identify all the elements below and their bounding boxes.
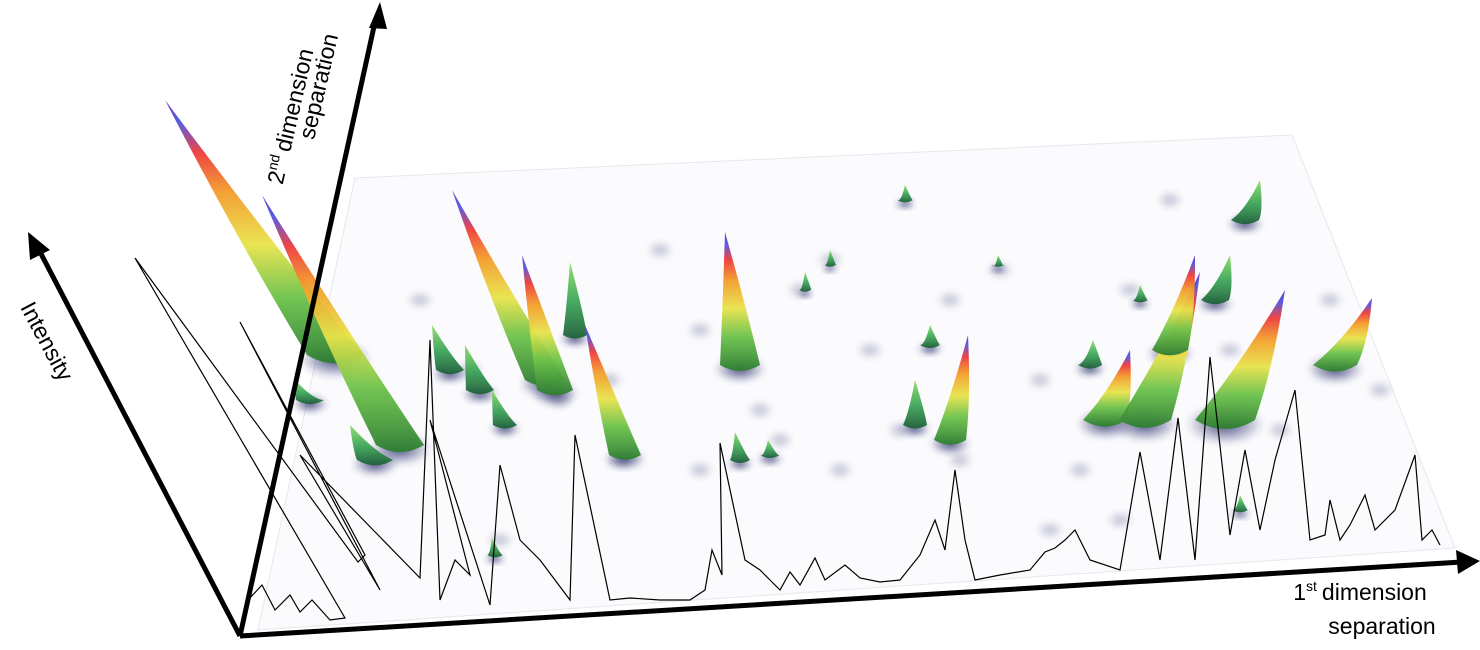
axis-label: 1st dimension — [1293, 578, 1427, 605]
peak — [1195, 290, 1285, 429]
peak — [1201, 255, 1232, 305]
peak — [799, 272, 812, 292]
peak — [492, 390, 517, 429]
spot — [486, 530, 514, 550]
peak — [1078, 340, 1102, 369]
arrowhead — [1456, 550, 1480, 574]
label-part: st — [1306, 578, 1317, 594]
peak — [1232, 495, 1248, 513]
label-part: 2 — [262, 168, 290, 186]
axes — [28, 2, 1480, 639]
axis-label: separation — [1328, 613, 1435, 639]
peak — [920, 325, 940, 348]
label-part: nd — [264, 153, 283, 172]
spot — [1026, 370, 1054, 390]
peak — [934, 335, 970, 445]
x-axis — [239, 559, 1463, 639]
spot — [746, 400, 774, 420]
peak — [585, 325, 641, 460]
chromatogram — [134, 257, 1441, 621]
spot — [1366, 380, 1394, 400]
peak — [262, 195, 424, 453]
spot — [766, 430, 794, 450]
second-axis — [237, 21, 378, 637]
label-part: dimension — [1322, 579, 1427, 605]
spot — [406, 290, 434, 310]
peak — [563, 262, 587, 339]
peak — [760, 440, 780, 458]
peak — [1119, 272, 1200, 428]
peak — [824, 250, 837, 267]
peak-shadow — [797, 289, 813, 299]
peak — [1152, 255, 1196, 356]
spot — [1106, 510, 1134, 530]
peak — [1132, 285, 1148, 303]
peak — [465, 345, 494, 395]
peak — [295, 380, 324, 405]
spot — [826, 460, 854, 480]
spot — [686, 320, 714, 340]
spot — [686, 460, 714, 480]
peak — [487, 538, 503, 558]
peak — [720, 232, 760, 371]
spot — [1216, 340, 1244, 360]
spot — [1036, 520, 1064, 540]
peak — [903, 380, 927, 429]
peak — [522, 255, 573, 396]
spot — [856, 340, 884, 360]
spot — [1156, 190, 1184, 210]
label-part: 1 — [1293, 579, 1306, 605]
peak — [1231, 180, 1262, 225]
peak-shadow — [822, 264, 838, 274]
spot — [1116, 280, 1144, 300]
peak — [897, 185, 913, 203]
peak — [350, 425, 393, 466]
spot — [646, 240, 674, 260]
peak — [992, 255, 1005, 267]
peak-shadow — [990, 264, 1006, 274]
peak — [432, 325, 464, 375]
spot — [936, 290, 964, 310]
spot — [1316, 290, 1344, 310]
spot — [1066, 460, 1094, 480]
peak — [1313, 298, 1372, 372]
peak — [1083, 350, 1131, 427]
spot — [1266, 420, 1294, 440]
arrowhead — [369, 2, 387, 29]
plane — [257, 134, 1456, 631]
arrowhead — [28, 232, 50, 260]
peak — [730, 432, 750, 463]
intensity-axis — [35, 246, 243, 638]
